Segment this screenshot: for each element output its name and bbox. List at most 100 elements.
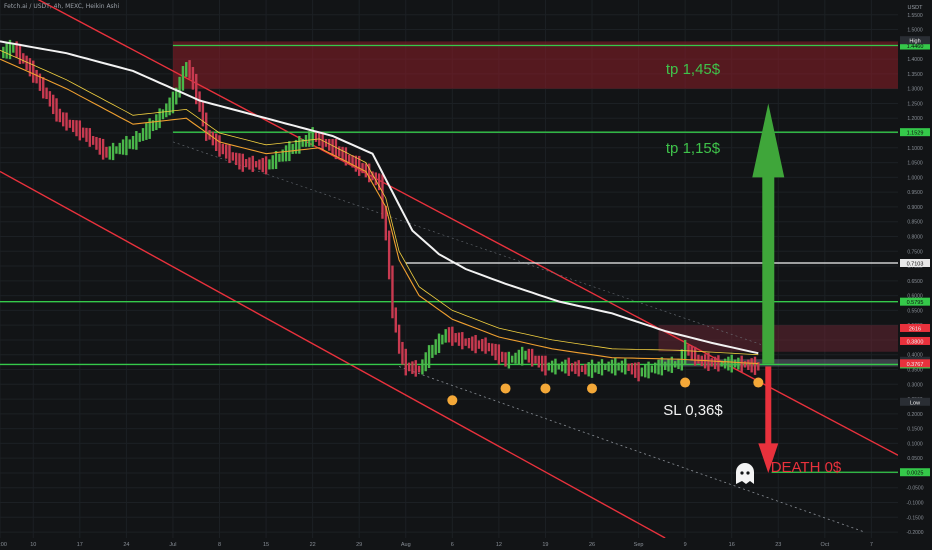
candle-bar <box>168 97 171 116</box>
candle-bar <box>32 60 35 83</box>
candle-bar <box>657 359 660 375</box>
candle-bar <box>544 355 547 376</box>
candle-bar <box>334 138 338 160</box>
candle-bar <box>554 358 557 375</box>
candle-bar <box>464 338 467 346</box>
candle-bar <box>344 147 348 166</box>
time-axis-tick: 29 <box>356 542 362 548</box>
candle-bar <box>48 91 52 107</box>
candle-bar <box>644 364 647 378</box>
candle-bar <box>261 157 264 173</box>
time-axis-background <box>0 538 932 550</box>
candle-bar <box>264 156 268 175</box>
price-axis-tick: 0.1500 <box>907 427 923 433</box>
price-axis-tick: 0.7000 <box>907 264 923 270</box>
candle-bar <box>361 163 364 174</box>
price-axis-tick: 1.2500 <box>907 101 923 107</box>
tp2-annotation: tp 1,15$ <box>666 140 721 157</box>
candle-bar <box>251 155 254 172</box>
quote-currency-label: USDT <box>908 5 924 11</box>
candle-bar <box>234 152 238 166</box>
candle-bar <box>417 365 421 373</box>
candle-bar <box>8 39 12 60</box>
candle-bar <box>717 355 720 372</box>
level-price-label: 0.5795 <box>907 300 924 306</box>
candle-bar <box>730 354 733 373</box>
candle-bar <box>25 55 28 70</box>
candle-bar <box>135 131 138 150</box>
candle-bar <box>58 108 62 123</box>
time-axis-tick: 16 <box>729 542 735 548</box>
candle-bar <box>61 112 65 127</box>
candle-bar <box>590 359 594 378</box>
price-axis-tick: 1.5000 <box>907 28 923 34</box>
sl-annotation: SL 0,36$ <box>663 402 723 419</box>
smiley-icon <box>587 383 598 394</box>
price-badge-label: Low <box>910 400 920 406</box>
candle-bar <box>191 67 195 90</box>
price-axis-tick: 0.4000 <box>907 353 923 359</box>
candle-bar <box>634 362 637 378</box>
ema-white-line <box>0 40 759 355</box>
price-axis-background <box>898 0 932 550</box>
candle-bar <box>224 144 228 159</box>
candle-bar <box>188 60 191 79</box>
candle-bar <box>85 127 88 142</box>
candle-bar <box>231 152 235 161</box>
candle-bar <box>271 155 274 170</box>
candle-bar <box>165 103 168 118</box>
candle-bar <box>241 153 244 172</box>
price-axis-tick: 0.3500 <box>907 368 923 374</box>
candle-bar <box>185 62 188 77</box>
candle-bar <box>281 149 284 162</box>
ghost-icon <box>736 463 754 484</box>
smiley-icon <box>447 395 458 406</box>
candle-bar <box>614 357 617 376</box>
price-zone <box>658 325 898 352</box>
candle-bar <box>743 361 747 368</box>
chart-title: Fetch.ai / USDT, 4h, MEXC, Heikin Ashi <box>4 3 120 10</box>
price-badge-label: High <box>909 39 920 45</box>
price-axis-tick: 0.2000 <box>907 412 923 418</box>
price-axis-tick: 1.1000 <box>907 146 923 152</box>
candle-bar <box>454 333 457 343</box>
candle-bar <box>501 351 504 363</box>
candle-bar <box>254 161 258 168</box>
candle-bar <box>125 135 128 156</box>
candle-bar <box>703 354 707 369</box>
candle-bar <box>351 155 354 168</box>
candle-bar <box>158 108 161 129</box>
candle-bar <box>284 145 288 162</box>
candle-bar <box>68 119 72 128</box>
candle-bar <box>441 334 444 345</box>
candle-bar <box>587 362 590 377</box>
candle-bar <box>5 43 8 59</box>
candle-bar <box>451 326 454 346</box>
candle-bar <box>181 66 185 91</box>
smiley-icon <box>540 383 551 394</box>
candle-bar <box>175 87 178 105</box>
candle-bar <box>670 356 674 373</box>
candle-bar <box>510 355 514 363</box>
candle-bar <box>697 354 700 364</box>
candle-bar <box>338 146 341 157</box>
candle-bar <box>550 360 554 373</box>
tp1-annotation: tp 1,45$ <box>666 61 721 78</box>
smiley-icon <box>680 377 691 388</box>
channel-lower-line <box>0 170 666 539</box>
candle-bar <box>18 43 22 65</box>
candle-bar <box>627 363 630 371</box>
candle-bar <box>560 361 564 372</box>
candle-bar <box>537 355 540 368</box>
candle-bar <box>491 343 494 356</box>
time-axis-tick: 23 <box>775 542 781 548</box>
trend-dashed-line-2 <box>172 141 766 347</box>
price-badge <box>900 336 930 345</box>
candle-bar <box>304 134 308 147</box>
candle-bar <box>427 345 431 369</box>
candle-bar <box>141 128 145 141</box>
candle-bar <box>600 359 604 376</box>
candle-bar <box>737 357 740 370</box>
candle-bar <box>238 153 241 170</box>
